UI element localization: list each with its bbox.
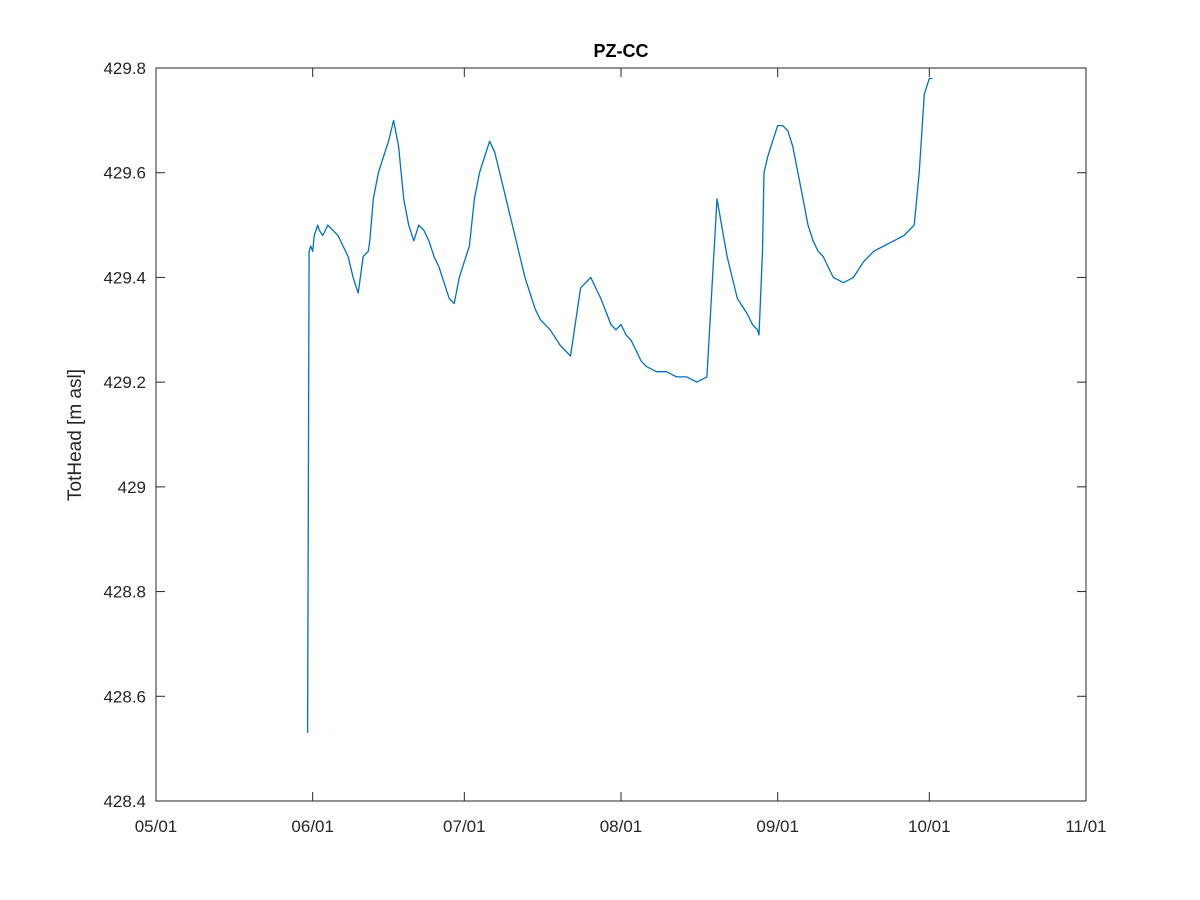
x-tick-label: 08/01 <box>600 817 643 836</box>
y-axis-label: TotHead [m asl] <box>65 369 86 501</box>
y-tick-label: 428.6 <box>103 687 146 706</box>
x-tick-label: 06/01 <box>291 817 334 836</box>
y-tick-label: 429.4 <box>103 268 146 287</box>
x-tick-label: 09/01 <box>756 817 799 836</box>
y-tick-label: 428.8 <box>103 583 146 602</box>
y-tick-label: 429 <box>118 478 146 497</box>
series-line-0 <box>306 77 933 733</box>
x-tick-label: 10/01 <box>908 817 951 836</box>
y-tick-label: 429.8 <box>103 59 146 78</box>
y-tick-label: 428.4 <box>103 792 146 811</box>
x-tick-label: 05/01 <box>135 817 178 836</box>
x-tick-label: 11/01 <box>1065 817 1106 836</box>
y-tick-label: 429.2 <box>103 373 146 392</box>
chart-title: PZ-CC <box>594 41 649 61</box>
plot-area: 05/01 06/01 07/01 08/01 09/01 10/01 11/01 428.4… <box>103 59 1106 836</box>
y-tick-label: 429.6 <box>103 164 146 183</box>
x-tick-label: 07/01 <box>443 817 486 836</box>
